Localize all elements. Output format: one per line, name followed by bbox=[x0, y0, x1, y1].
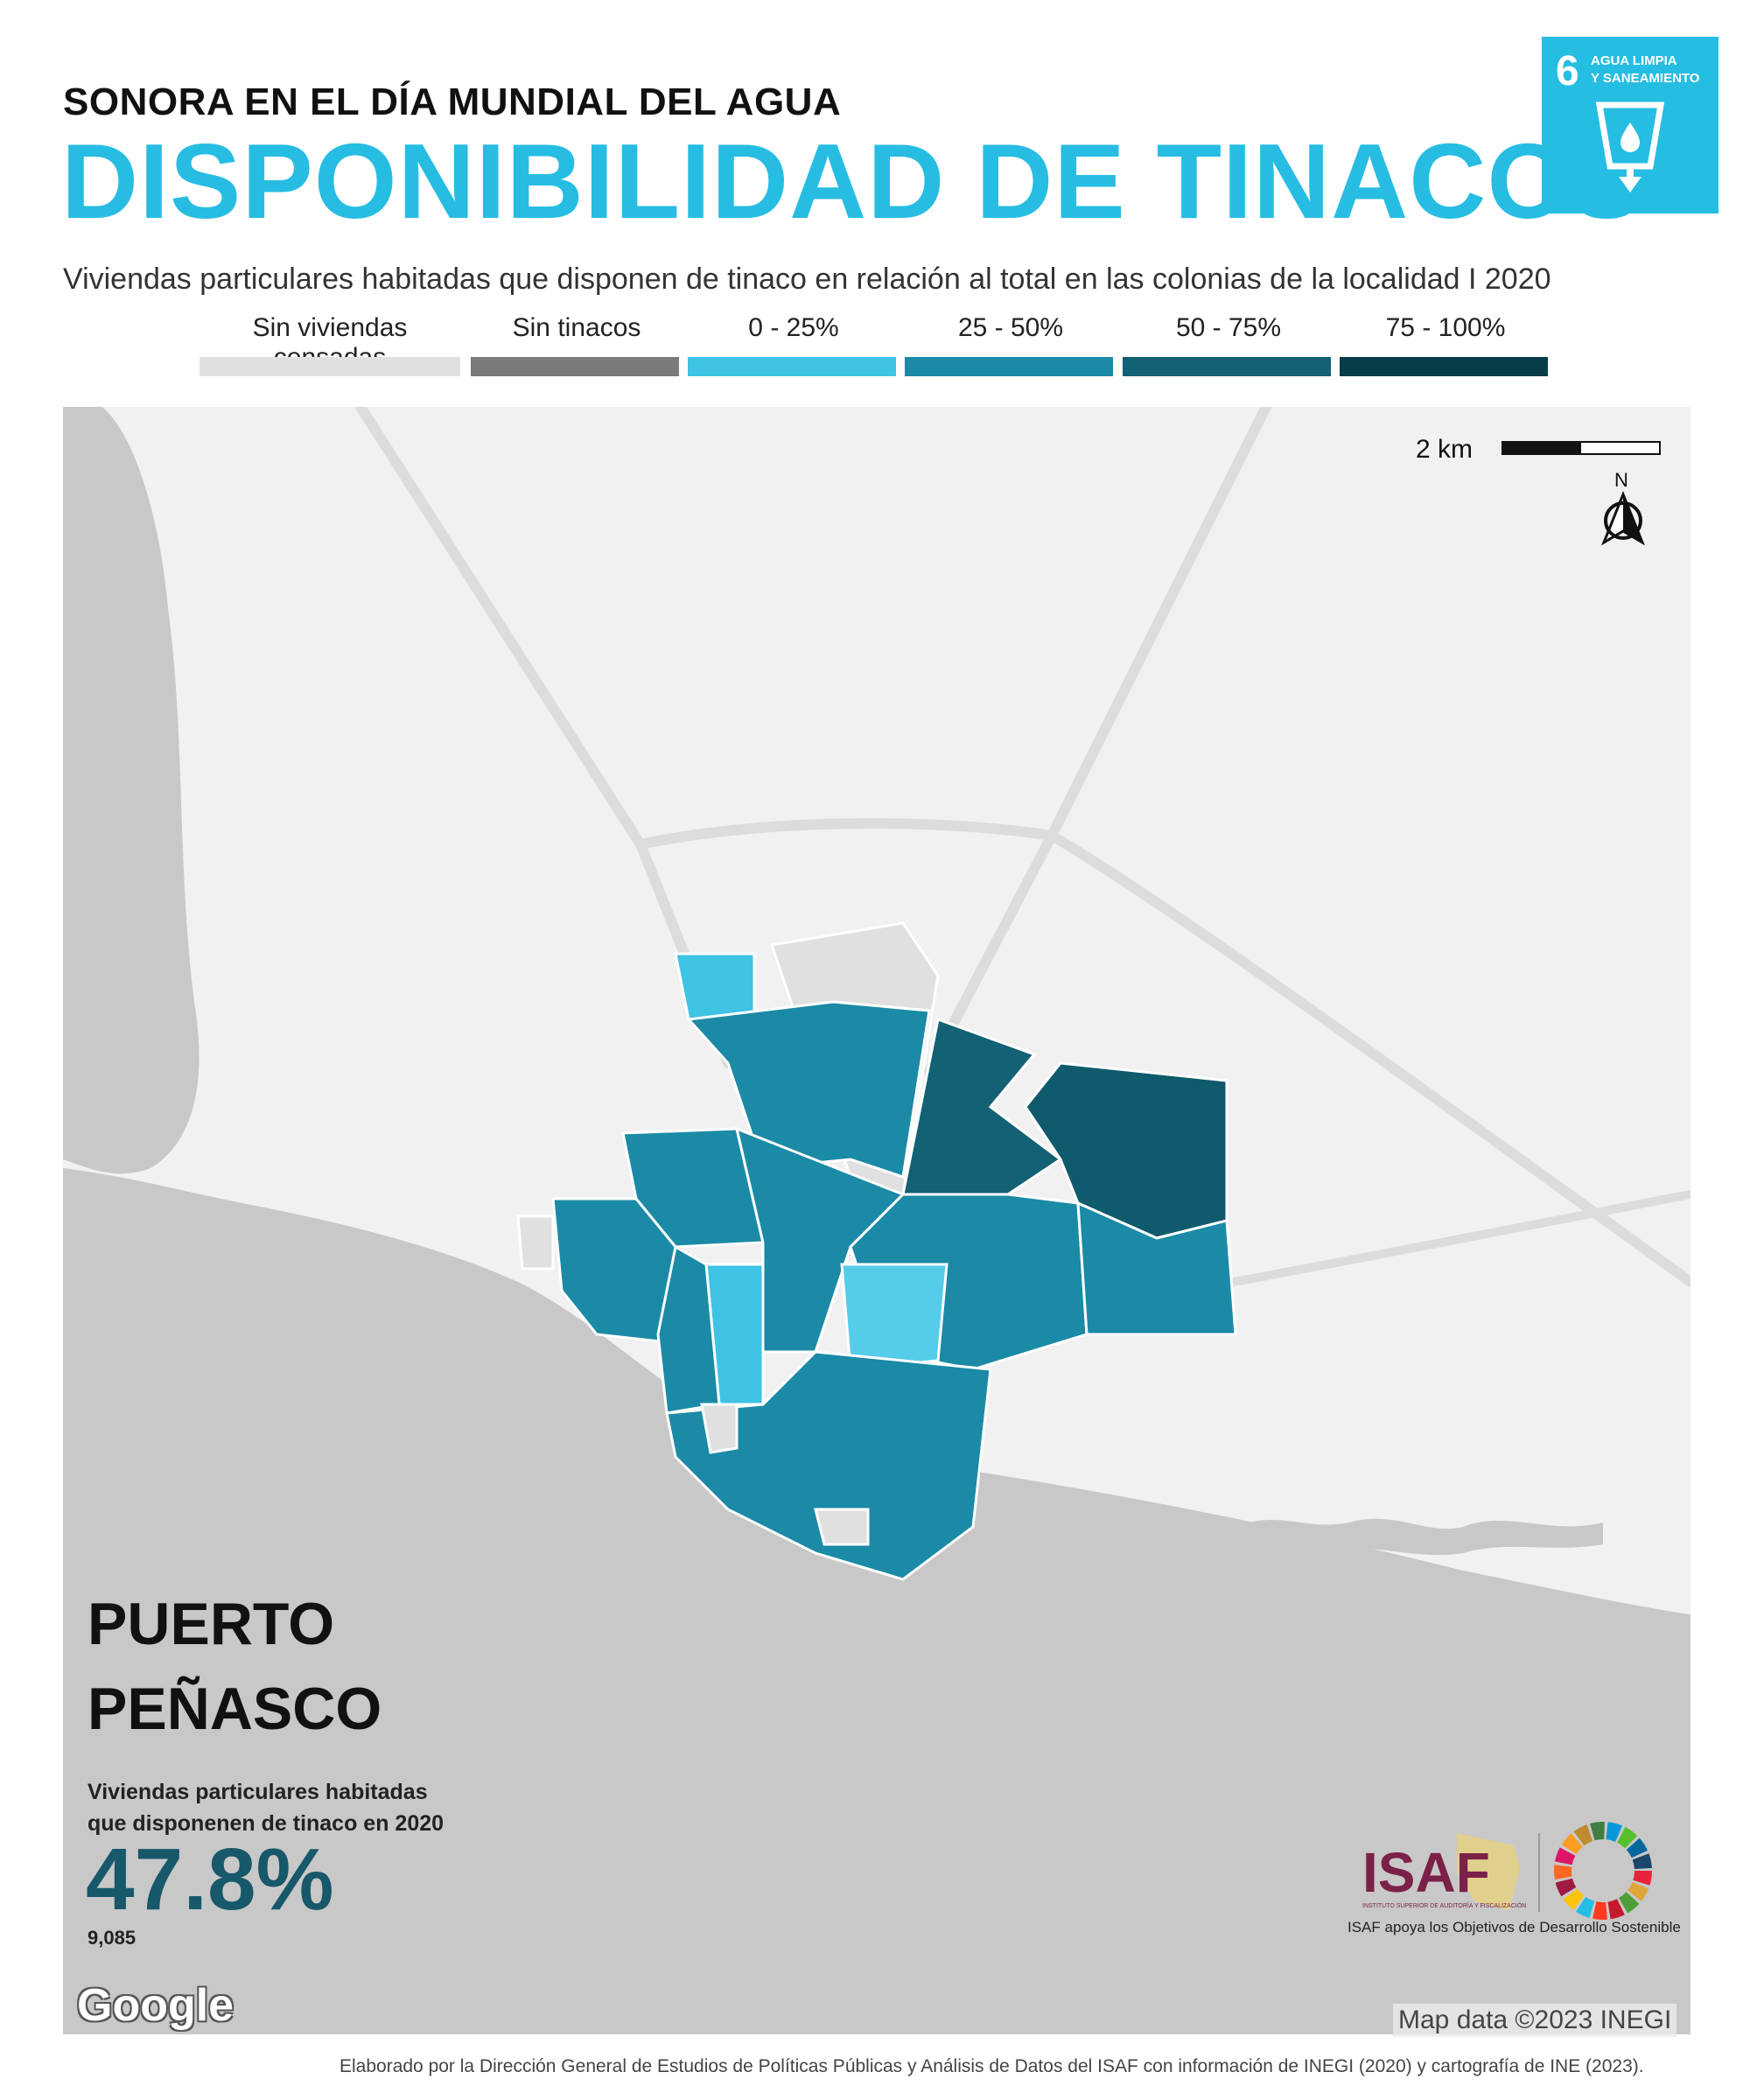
sdg-label-line2: Y SANEAMIENTO bbox=[1591, 70, 1700, 86]
legend-swatch-sin-tinacos bbox=[471, 357, 679, 376]
scale-bar bbox=[1502, 441, 1661, 455]
place-name-line1: PUERTO bbox=[88, 1591, 335, 1657]
sdg-wheel-segment bbox=[1554, 1822, 1652, 1920]
colonia-25-50-g[interactable] bbox=[656, 1244, 721, 1415]
north-label: N bbox=[1614, 469, 1628, 491]
choropleth-map[interactable] bbox=[63, 407, 1690, 2034]
map-attribution[interactable]: Map data ©2023 INEGI bbox=[1393, 2004, 1677, 2037]
main-title: DISPONIBILIDAD DE TINACOS bbox=[61, 122, 1643, 241]
google-logo[interactable]: Google bbox=[77, 1980, 234, 2031]
footer-credits: Elaborado por la Dirección General de Es… bbox=[340, 2056, 1644, 2076]
legend-label-75-100: 75 - 100% bbox=[1385, 313, 1506, 342]
sdg-wheel-segment bbox=[1554, 1822, 1652, 1920]
legend-label-sin-tinacos: Sin tinacos bbox=[512, 313, 641, 342]
legend-swatch-25-50 bbox=[905, 357, 1113, 376]
bay-water bbox=[63, 407, 200, 1174]
colonia-0-25-center[interactable] bbox=[840, 1263, 948, 1371]
sdg-label-line1: AGUA LIMPIA bbox=[1591, 53, 1677, 68]
sea-water bbox=[63, 1168, 1690, 2034]
colonia-sin-viviendas-south[interactable] bbox=[700, 1403, 738, 1454]
isaf-logo: ISAF INSTITUTO SUPERIOR DE AUDITORÍA Y F… bbox=[1361, 1833, 1544, 1912]
legend-label-0-25: 0 - 25% bbox=[748, 313, 839, 342]
legend-swatch-75-100 bbox=[1340, 357, 1548, 376]
stat-caption-line2: que disponenen de tinaco en 2020 bbox=[88, 1811, 444, 1837]
colonia-25-50-a[interactable] bbox=[685, 1000, 931, 1179]
stat-count: 9,085 bbox=[88, 1927, 136, 1949]
sdg-wheel-icon bbox=[1554, 1822, 1652, 1920]
estuary bbox=[1236, 1518, 1603, 1556]
colonia-25-50-south[interactable] bbox=[665, 1350, 992, 1581]
legend-label-50-75: 50 - 75% bbox=[1175, 313, 1282, 342]
place-name-line2: PEÑASCO bbox=[88, 1675, 382, 1742]
subtitle: Viviendas particulares habitadas que dis… bbox=[63, 262, 1551, 296]
legend-swatch-50-75 bbox=[1123, 357, 1331, 376]
legend-swatch-0-25 bbox=[688, 357, 896, 376]
sdg-label: AGUA LIMPIA Y SANEAMIENTO bbox=[1591, 52, 1699, 87]
sdg-number: 6 bbox=[1556, 48, 1579, 94]
isaf-logo-subtext: INSTITUTO SUPERIOR DE AUDITORÍA Y FISCAL… bbox=[1362, 1903, 1527, 1909]
sonora-silhouette-icon bbox=[1457, 1833, 1520, 1910]
colonia-sin-viviendas-west[interactable] bbox=[516, 1214, 555, 1270]
north-arrow-icon bbox=[1600, 490, 1646, 546]
place-name: PUERTO PEÑASCO bbox=[88, 1582, 382, 1751]
stat-value: 47.8% bbox=[86, 1830, 334, 1928]
kicker-title: SONORA EN EL DÍA MUNDIAL DEL AGUA bbox=[63, 80, 842, 123]
legend-swatch-sin-viviendas bbox=[200, 357, 460, 376]
colonia-sin-viviendas-south-2[interactable] bbox=[814, 1508, 870, 1546]
isaf-logo-text: ISAF bbox=[1362, 1841, 1490, 1904]
colonia-0-25-north[interactable] bbox=[674, 952, 756, 1021]
sdg-wheel-segment bbox=[1554, 1822, 1652, 1920]
logo-divider bbox=[1538, 1833, 1540, 1912]
isaf-tagline: ISAF apoya los Objetivos de Desarrollo S… bbox=[1348, 1919, 1681, 1936]
scale-label: 2 km bbox=[1416, 435, 1474, 464]
colonia-25-50-b[interactable] bbox=[621, 1127, 765, 1249]
colonia-25-50-f[interactable] bbox=[1076, 1200, 1237, 1336]
sdg6-badge: 6 AGUA LIMPIA Y SANEAMIENTO bbox=[1542, 37, 1718, 214]
sdg-wheel-segment bbox=[1554, 1822, 1652, 1920]
stat-caption-line1: Viviendas particulares habitadas bbox=[88, 1780, 428, 1804]
stat-caption: Viviendas particulares habitadas que dis… bbox=[88, 1776, 444, 1840]
water-glass-icon bbox=[1596, 102, 1664, 192]
legend-label-25-50: 25 - 50% bbox=[957, 313, 1064, 342]
colonias bbox=[516, 921, 1237, 1581]
